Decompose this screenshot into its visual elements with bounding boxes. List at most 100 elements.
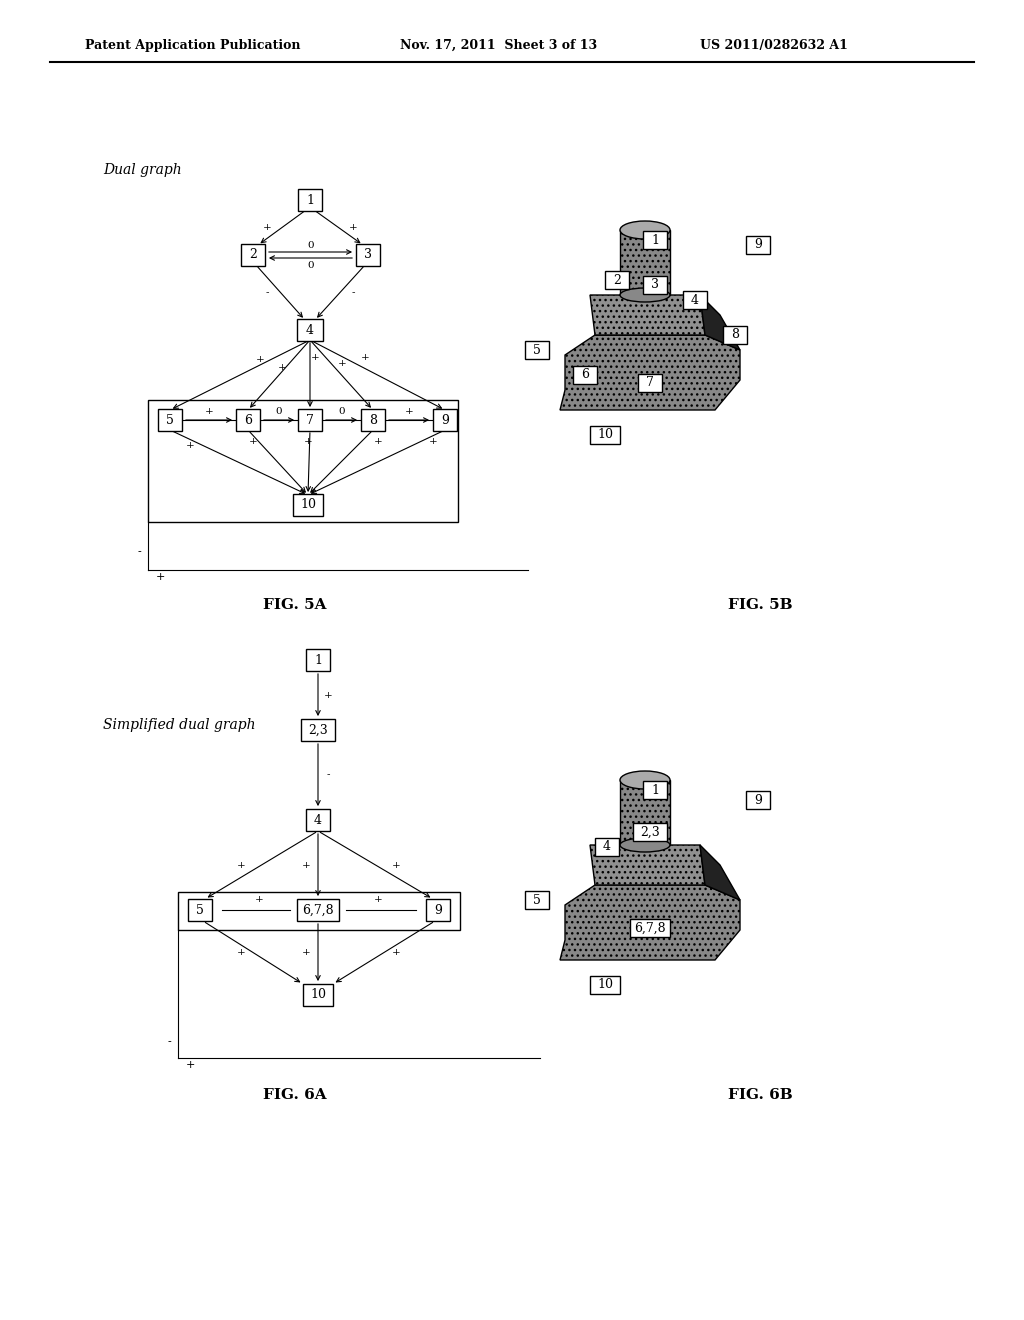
Bar [620,780,670,845]
Text: FIG. 5A: FIG. 5A [263,598,327,612]
Polygon shape [595,325,705,335]
Text: +: + [429,437,437,446]
Text: -: - [327,771,330,780]
Text: +: + [237,948,246,957]
Text: +: + [391,861,400,870]
Text: FIG. 6A: FIG. 6A [263,1088,327,1102]
Text: 9: 9 [754,239,762,252]
Bar [746,236,770,253]
Text: Simplified dual graph: Simplified dual graph [103,718,256,733]
Ellipse shape [620,288,670,302]
Text: 10: 10 [310,989,326,1002]
Text: 2: 2 [613,273,621,286]
Polygon shape [590,845,705,884]
Text: +: + [391,948,400,957]
Text: +: + [374,437,382,446]
Text: 7: 7 [306,413,314,426]
Bar [426,899,450,921]
Text: 0: 0 [275,407,283,416]
Text: 1: 1 [651,784,659,796]
Text: 5: 5 [166,413,174,426]
Bar [306,809,330,832]
Text: +: + [185,441,195,450]
Text: 10: 10 [597,978,613,991]
Text: 10: 10 [597,429,613,441]
Text: 2: 2 [249,248,257,261]
Text: -: - [351,288,354,297]
Bar [683,290,707,309]
Bar [293,494,323,516]
Text: 1: 1 [306,194,314,206]
Bar [643,276,667,294]
Bar [573,366,597,384]
Text: 9: 9 [434,903,442,916]
Bar [301,719,335,741]
Bar [525,341,549,359]
Text: 6,7,8: 6,7,8 [302,903,334,916]
Bar [630,919,670,937]
Text: 5: 5 [534,343,541,356]
Bar [433,409,457,432]
Bar [595,838,618,855]
Text: 0: 0 [307,240,313,249]
Ellipse shape [620,838,670,851]
Bar [241,244,265,267]
Text: +: + [302,861,310,870]
Polygon shape [560,335,740,411]
Text: 10: 10 [300,499,316,511]
Bar [158,409,182,432]
Bar [148,400,458,521]
Text: 9: 9 [754,793,762,807]
Text: 3: 3 [651,279,659,292]
Bar [643,781,667,799]
Bar [525,891,549,909]
Text: 1: 1 [651,234,659,247]
Text: -: - [137,546,141,557]
Text: 9: 9 [441,413,449,426]
Text: +: + [255,895,263,904]
Text: +: + [304,437,312,446]
Bar [746,791,770,809]
Text: 6: 6 [581,368,589,381]
Text: 2,3: 2,3 [308,723,328,737]
Bar [306,649,330,671]
Text: 5: 5 [534,894,541,907]
Bar [633,822,667,841]
Bar [361,409,385,432]
Text: 8: 8 [731,329,739,342]
Ellipse shape [620,771,670,789]
Text: Patent Application Publication: Patent Application Publication [85,38,300,51]
Text: 2,3: 2,3 [640,825,659,838]
Text: 0: 0 [307,260,313,269]
Text: +: + [310,354,319,363]
Text: 8: 8 [369,413,377,426]
Text: +: + [374,895,382,904]
Text: +: + [263,223,272,232]
Bar [297,319,323,341]
Bar [638,374,662,392]
Text: Nov. 17, 2011  Sheet 3 of 13: Nov. 17, 2011 Sheet 3 of 13 [400,38,597,51]
Text: +: + [324,690,333,700]
Bar [605,271,629,289]
Text: +: + [404,407,414,416]
Text: Dual graph: Dual graph [103,162,181,177]
Text: 4: 4 [603,841,611,854]
Bar [298,189,322,211]
Text: +: + [278,363,287,372]
Ellipse shape [620,220,670,239]
Text: 3: 3 [364,248,372,261]
Text: 7: 7 [646,376,654,389]
Text: +: + [338,359,346,367]
Bar [188,899,212,921]
Text: 5: 5 [196,903,204,916]
Bar [298,409,322,432]
Polygon shape [560,884,740,960]
Text: US 2011/0282632 A1: US 2011/0282632 A1 [700,38,848,51]
Text: +: + [348,223,357,232]
Polygon shape [590,294,705,335]
Text: 6,7,8: 6,7,8 [634,921,666,935]
Text: -: - [167,1038,171,1047]
Text: -: - [266,288,269,297]
Bar [303,983,333,1006]
Text: +: + [156,572,165,582]
